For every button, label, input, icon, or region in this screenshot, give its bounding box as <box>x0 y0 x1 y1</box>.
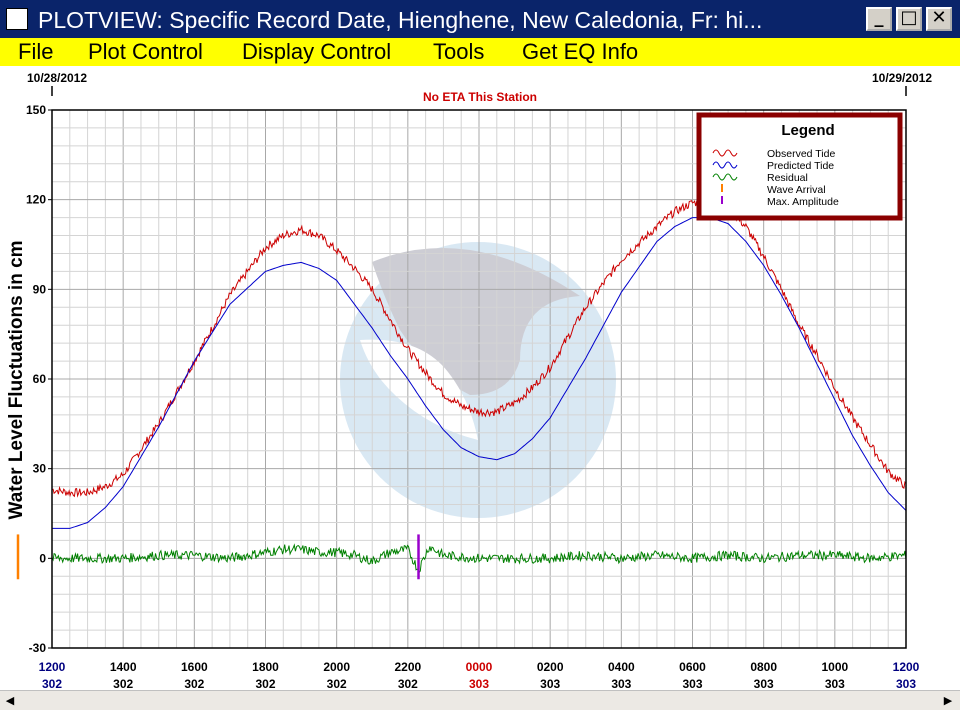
legend: Legend Observed Tide Predicted Tide Resi… <box>696 112 903 221</box>
x-axis: 1200 302 1400 302 1600 302 1800 302 2000 302 2200 3… <box>39 660 920 690</box>
y-tick-label: 0 <box>39 551 46 565</box>
y-axis-title: Water Level Fluctuations in cm <box>6 240 27 519</box>
eta-text: No ETA This Station <box>423 90 537 104</box>
plot-frame <box>51 109 907 649</box>
x-tick-label-day: 303 <box>682 677 702 690</box>
x-tick-label-day: 303 <box>896 677 916 690</box>
horizontal-scrollbar[interactable]: ◀ ▶ <box>0 690 960 710</box>
x-tick-label-day: 302 <box>42 677 62 690</box>
series-layer <box>51 197 907 574</box>
menu-bar: File Plot Control Display Control Tools … <box>0 38 960 66</box>
legend-swatch-predicted <box>712 161 738 169</box>
maximize-button[interactable]: □ <box>896 7 922 31</box>
menu-file[interactable]: File <box>18 39 54 64</box>
x-tick-label-time: 0000 <box>466 660 493 674</box>
marker-layer <box>16 534 420 580</box>
legend-label-wave-arrival: Wave Arrival <box>767 184 826 196</box>
menu-get-eq-info[interactable]: Get EQ Info <box>522 39 639 64</box>
residual-line <box>51 543 907 574</box>
x-tick-label-time: 1000 <box>821 660 848 674</box>
x-tick-label-time: 1200 <box>893 660 920 674</box>
x-tick-label-time: 1200 <box>39 660 66 674</box>
app-icon <box>6 8 28 30</box>
y-tick-label: 30 <box>33 462 47 476</box>
menu-display-control[interactable]: Display Control <box>242 39 392 64</box>
y-axis: -30 0 30 60 90 120 150 <box>26 103 52 655</box>
date-right-label: 10/29/2012 <box>872 71 932 85</box>
legend-swatch-observed <box>712 149 738 157</box>
menu-plot-control[interactable]: Plot Control <box>88 39 203 64</box>
x-tick-label-time: 0400 <box>608 660 635 674</box>
menu-tools[interactable]: Tools <box>433 39 485 64</box>
x-tick-label-day: 303 <box>825 677 845 690</box>
x-tick-label-time: 2000 <box>323 660 350 674</box>
y-tick-label: 150 <box>26 103 46 117</box>
x-tick-label-time: 1800 <box>252 660 279 674</box>
x-tick-label-day: 303 <box>611 677 631 690</box>
scroll-left-arrow-icon[interactable]: ◀ <box>5 695 15 707</box>
legend-label-max-amplitude: Max. Amplitude <box>767 196 839 208</box>
y-tick-label: 60 <box>33 372 47 386</box>
x-tick-label-time: 0600 <box>679 660 706 674</box>
observed-tide-line <box>51 197 907 498</box>
tide-plot[interactable]: 10/28/2012 10/29/2012 No ETA This Statio… <box>0 66 960 690</box>
y-tick-label: -30 <box>29 641 47 655</box>
watermark-logo <box>340 242 616 518</box>
x-tick-label-time: 0200 <box>537 660 564 674</box>
x-tick-label-day: 303 <box>754 677 774 690</box>
x-tick-label-time: 0800 <box>750 660 777 674</box>
x-tick-label-day: 302 <box>113 677 133 690</box>
y-tick-label: 90 <box>33 282 47 296</box>
predicted-tide-line <box>52 217 907 529</box>
date-left-label: 10/28/2012 <box>27 71 87 85</box>
x-tick-label-day: 303 <box>469 677 489 690</box>
legend-label-observed: Observed Tide <box>767 148 835 160</box>
window-title: PLOTVIEW: Specific Record Date, Hienghen… <box>38 7 763 33</box>
y-tick-label: 120 <box>26 193 46 207</box>
title-bar: PLOTVIEW: Specific Record Date, Hienghen… <box>0 0 960 38</box>
x-tick-label-day: 302 <box>398 677 418 690</box>
x-tick-label-day: 303 <box>540 677 560 690</box>
x-tick-label-time: 1400 <box>110 660 137 674</box>
x-tick-label-day: 302 <box>184 677 204 690</box>
legend-label-predicted: Predicted Tide <box>767 160 834 172</box>
legend-title: Legend <box>781 122 834 139</box>
x-tick-label-day: 302 <box>255 677 275 690</box>
close-button[interactable]: ✕ <box>926 7 952 31</box>
legend-label-residual: Residual <box>767 172 808 184</box>
x-tick-label-time: 1600 <box>181 660 208 674</box>
legend-swatch-residual <box>712 173 738 181</box>
x-tick-label-time: 2200 <box>394 660 421 674</box>
x-tick-label-day: 302 <box>327 677 347 690</box>
scroll-right-arrow-icon[interactable]: ▶ <box>943 695 953 707</box>
minimize-button[interactable]: _ <box>866 7 892 31</box>
